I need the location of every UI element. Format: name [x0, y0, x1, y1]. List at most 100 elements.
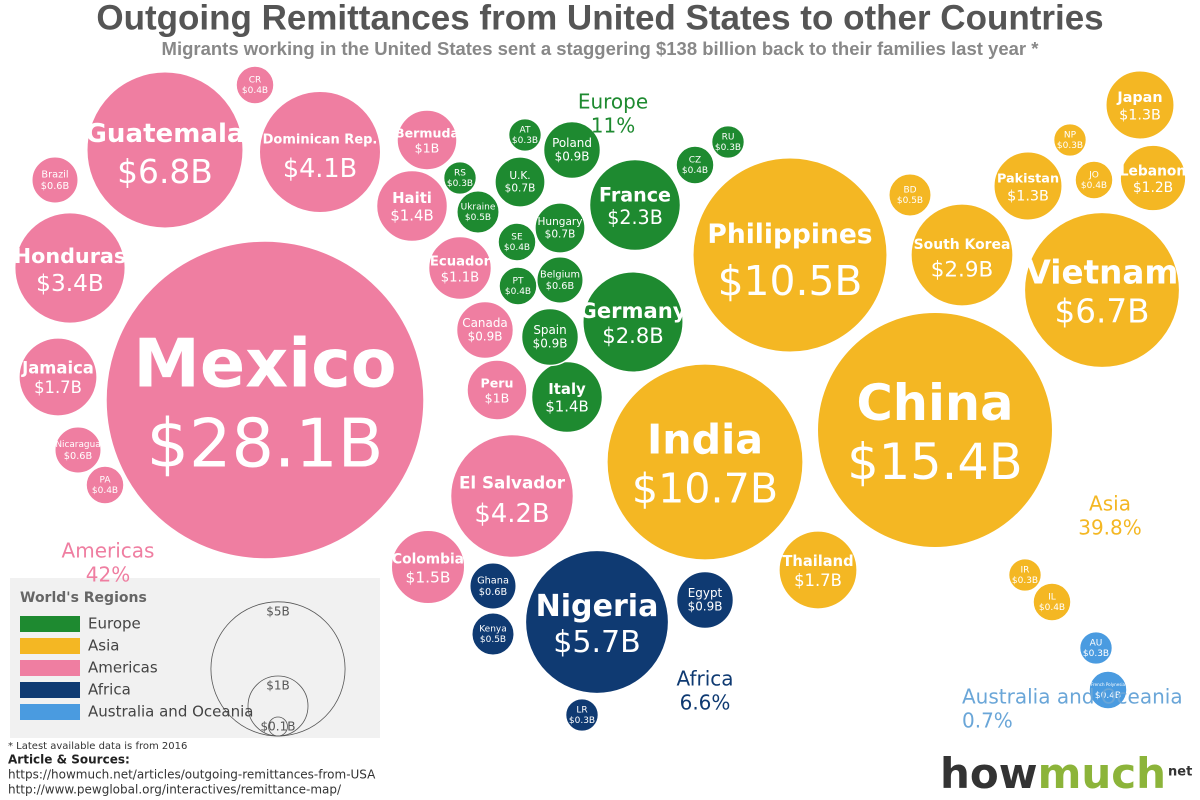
- bubble-label: Spain: [533, 323, 566, 337]
- bubble-label: Egypt: [688, 586, 723, 600]
- bubble-label: Canada: [462, 316, 507, 330]
- bubble-label: SE: [511, 233, 523, 243]
- value-label: $0.4B: [1081, 181, 1107, 191]
- bubble: [390, 529, 466, 605]
- region-share: 39.8%: [1078, 516, 1142, 540]
- value-label: $1B: [415, 141, 440, 156]
- bubble: [455, 300, 515, 360]
- bubble: [18, 337, 98, 417]
- bubble-label: Pakistan: [997, 172, 1059, 187]
- value-label: $1.7B: [794, 571, 842, 590]
- bubble: [235, 65, 275, 105]
- legend-swatch: [20, 682, 80, 698]
- value-label: $0.4B: [1039, 603, 1065, 613]
- region-label: Americas: [62, 539, 155, 563]
- bubble: [1007, 557, 1043, 593]
- bubble: [710, 124, 746, 160]
- bubble: [1032, 582, 1072, 622]
- bubble-label: Nicaragua: [55, 440, 100, 450]
- bubble-label: France: [599, 183, 671, 206]
- value-label: $0.6B: [546, 281, 574, 292]
- value-label: $1.5B: [406, 569, 451, 587]
- bubble-label: RS: [454, 169, 466, 179]
- bubble-label: Dominican Rep.: [263, 132, 378, 147]
- value-label: $6.8B: [117, 153, 213, 191]
- logo: howmuch: [940, 749, 1166, 798]
- bubble: [396, 109, 458, 171]
- region-share: 11%: [591, 114, 635, 138]
- value-label: $0.9B: [533, 337, 568, 351]
- value-label: $0.3B: [512, 136, 538, 146]
- bubble: [530, 360, 604, 434]
- legend-title: World's Regions: [20, 590, 147, 606]
- value-label: $10.7B: [632, 464, 778, 512]
- note: * Latest available data is from 2016: [8, 741, 187, 752]
- bubble: [375, 169, 449, 243]
- bubble: [442, 160, 478, 196]
- source-link[interactable]: https://howmuch.net/articles/outgoing-re…: [8, 768, 376, 782]
- legend-label: Americas: [88, 659, 158, 677]
- bubble: [105, 240, 425, 560]
- value-label: $0.7B: [545, 228, 576, 240]
- bubble-label: Thailand: [782, 553, 853, 570]
- bubble-label: El Salvador: [459, 473, 566, 493]
- bubble-label: AU: [1090, 639, 1103, 649]
- value-label: $1.4B: [390, 207, 433, 225]
- value-label: $0.5B: [465, 213, 491, 223]
- bubble: [469, 562, 517, 610]
- bubble-label: U.K.: [509, 170, 530, 182]
- bubble-label: Belgium: [540, 270, 580, 281]
- bubble-label: South Korea: [914, 237, 1011, 253]
- value-label: $0.6B: [41, 181, 69, 192]
- bubble-label: Vietnam: [1026, 253, 1179, 291]
- value-label: $1B: [485, 391, 510, 406]
- bubble-label: PA: [99, 476, 111, 486]
- region-share: 42%: [86, 563, 130, 587]
- bubble-label: RU: [722, 133, 735, 143]
- bubble: [1052, 122, 1088, 158]
- bubble: [54, 426, 102, 474]
- size-legend-label: $1B: [266, 679, 290, 693]
- legend-label: Asia: [88, 637, 119, 655]
- bubble: [536, 256, 584, 304]
- bubble-label: Germany: [580, 298, 687, 323]
- value-label: $1.3B: [1007, 188, 1049, 204]
- region-label: Europe: [578, 90, 648, 114]
- value-label: $0.3B: [1012, 576, 1038, 586]
- bubble-label: PT: [513, 277, 524, 287]
- value-label: $2.9B: [931, 257, 993, 282]
- value-label: $0.3B: [1083, 649, 1109, 659]
- bubble-label: Jamaica: [21, 359, 94, 378]
- source-link[interactable]: http://www.pewglobal.org/interactives/re…: [8, 783, 342, 797]
- bubble-label: Honduras: [14, 244, 127, 268]
- bubble: [13, 211, 127, 325]
- value-label: $0.4B: [242, 86, 268, 96]
- region-share: 0.7%: [962, 709, 1013, 733]
- bubble: [582, 271, 684, 373]
- legend-label: Australia and Oceania: [88, 703, 253, 721]
- bubble: [1088, 670, 1128, 710]
- bubble-label: CZ: [689, 156, 701, 166]
- bubble: [449, 433, 575, 559]
- legend-swatch: [20, 616, 80, 632]
- size-legend-label: $5B: [266, 604, 290, 618]
- value-label: $1.7B: [34, 378, 82, 397]
- bubble: [888, 173, 932, 217]
- bubble-label: China: [857, 374, 1014, 432]
- legend-label: Africa: [88, 681, 131, 699]
- value-label: $28.1B: [147, 404, 384, 482]
- bubble: [471, 612, 515, 656]
- value-label: $0.4B: [504, 243, 530, 253]
- legend-label: Europe: [88, 615, 141, 633]
- value-label: $1.3B: [1119, 107, 1161, 123]
- region-label: Africa: [676, 667, 733, 691]
- bubble-label: Bermuda: [395, 126, 459, 141]
- bubble: [588, 158, 682, 252]
- value-label: $1.2B: [1133, 180, 1173, 196]
- bubble: [520, 307, 580, 367]
- value-label: $3.4B: [36, 270, 104, 297]
- value-label: $0.4B: [1095, 691, 1121, 701]
- bubble-label: Brazil: [41, 170, 68, 181]
- region-share: 6.6%: [680, 691, 731, 715]
- value-label: $1.1B: [441, 270, 479, 285]
